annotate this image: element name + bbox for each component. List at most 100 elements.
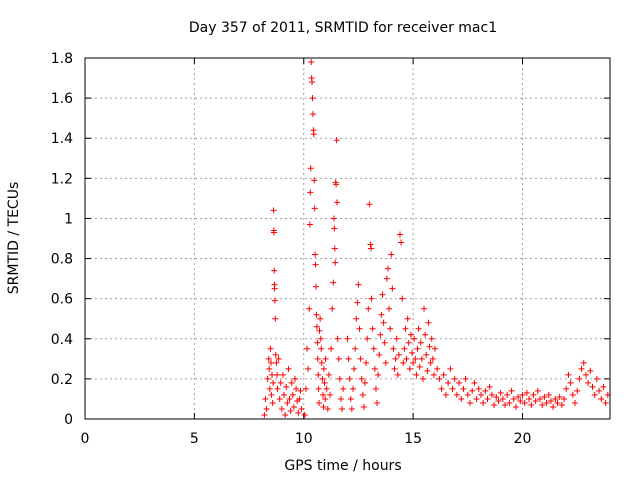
data-point xyxy=(368,295,375,302)
data-point xyxy=(467,399,473,406)
data-point xyxy=(265,355,272,362)
data-point xyxy=(327,391,333,398)
data-point xyxy=(284,399,291,406)
data-point xyxy=(543,399,550,406)
data-point xyxy=(550,403,557,410)
data-point xyxy=(271,229,277,236)
data-point xyxy=(389,285,396,292)
data-point xyxy=(521,399,528,406)
data-point xyxy=(315,371,322,378)
data-point xyxy=(349,385,356,392)
data-point xyxy=(432,345,438,352)
data-point xyxy=(375,371,382,378)
data-point xyxy=(374,399,381,406)
data-point xyxy=(330,279,337,286)
data-point xyxy=(422,331,429,338)
data-point xyxy=(307,189,314,196)
data-point xyxy=(419,375,426,382)
data-point xyxy=(421,305,428,312)
y-tick-label: 1.4 xyxy=(51,131,73,147)
data-point xyxy=(331,245,338,252)
data-point xyxy=(417,339,424,346)
data-point xyxy=(313,283,319,290)
data-point xyxy=(264,375,271,382)
data-point xyxy=(334,199,340,206)
y-axis-ticks: 0 0.2 0.4 0.6 0.8 1 1.2 1.4 1.6 1.8 xyxy=(51,51,610,428)
data-point xyxy=(371,365,378,372)
data-point xyxy=(287,407,294,414)
data-point xyxy=(552,395,559,402)
data-point xyxy=(335,355,342,362)
data-point xyxy=(353,315,360,322)
data-point xyxy=(267,345,274,352)
data-point xyxy=(508,387,515,394)
data-point xyxy=(409,349,416,356)
data-point xyxy=(354,299,361,306)
data-point xyxy=(541,393,548,400)
data-point xyxy=(499,395,506,402)
data-point xyxy=(456,379,463,386)
data-point xyxy=(320,365,327,372)
data-point xyxy=(402,325,409,332)
data-point xyxy=(423,351,430,358)
data-point xyxy=(309,79,316,86)
data-point xyxy=(277,379,284,386)
data-point xyxy=(282,411,289,418)
data-point xyxy=(578,365,585,372)
data-point xyxy=(532,397,539,404)
data-point xyxy=(547,397,554,404)
data-point xyxy=(274,385,281,392)
data-point xyxy=(387,325,394,332)
data-point xyxy=(275,355,282,362)
data-point xyxy=(285,365,292,372)
data-point xyxy=(574,387,581,394)
data-point xyxy=(413,371,420,378)
data-point xyxy=(325,371,332,378)
data-point xyxy=(412,355,419,362)
data-point xyxy=(418,355,425,362)
data-point xyxy=(288,379,295,386)
x-tick-label: 10 xyxy=(295,431,313,447)
data-point xyxy=(365,305,372,312)
data-point xyxy=(569,391,576,398)
data-point xyxy=(309,111,316,118)
data-point xyxy=(537,395,543,402)
data-point xyxy=(464,391,471,398)
data-point xyxy=(430,371,437,378)
data-point xyxy=(556,393,563,400)
data-point xyxy=(306,305,313,312)
data-point xyxy=(380,319,387,326)
data-point xyxy=(515,393,522,400)
data-point xyxy=(310,131,317,138)
data-point xyxy=(591,391,598,398)
data-point xyxy=(263,405,270,412)
data-point xyxy=(394,371,401,378)
y-tick-label: 0.6 xyxy=(51,292,73,308)
data-point xyxy=(384,265,391,272)
data-point xyxy=(314,339,321,346)
data-point xyxy=(377,331,384,338)
data-point xyxy=(395,351,402,358)
data-point xyxy=(460,385,467,392)
data-point xyxy=(434,365,441,372)
data-point xyxy=(598,395,605,402)
data-point xyxy=(308,59,315,66)
data-point xyxy=(530,391,537,398)
data-point xyxy=(330,215,337,222)
data-point xyxy=(278,405,285,412)
data-point xyxy=(517,397,524,404)
data-point xyxy=(281,391,288,398)
data-point xyxy=(268,391,275,398)
data-point xyxy=(312,261,319,268)
data-point xyxy=(493,393,500,400)
data-point xyxy=(376,351,383,358)
data-point xyxy=(596,387,603,394)
data-point xyxy=(438,385,445,392)
plot-frame xyxy=(84,57,611,420)
data-point xyxy=(565,371,572,378)
data-point xyxy=(313,311,320,318)
data-point xyxy=(405,339,412,346)
data-point xyxy=(407,331,414,338)
data-point xyxy=(477,391,484,398)
data-point xyxy=(400,359,407,366)
